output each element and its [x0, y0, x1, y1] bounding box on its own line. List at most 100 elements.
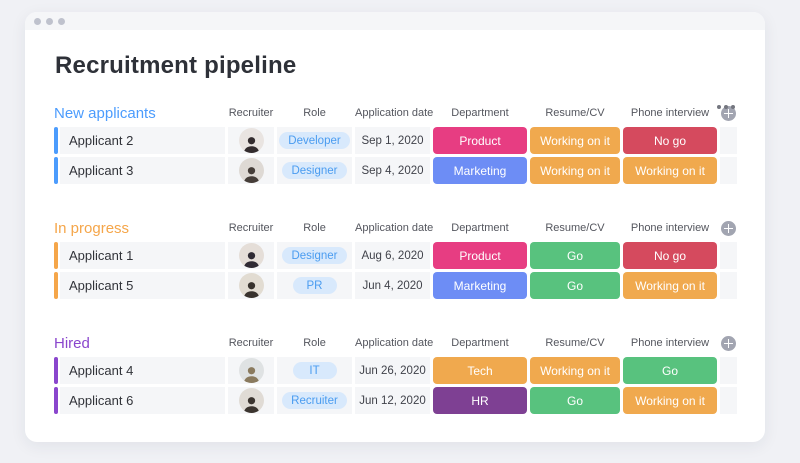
recruiter-cell[interactable]	[228, 127, 274, 154]
row-end-stub	[720, 157, 737, 184]
applicant-name[interactable]: Applicant 1	[60, 242, 225, 269]
recruiter-cell[interactable]	[228, 357, 274, 384]
column-header-resume[interactable]: Resume/CV	[545, 222, 605, 234]
applicant-name[interactable]: Applicant 4	[60, 357, 225, 384]
resume-status[interactable]: Working on it	[530, 127, 620, 154]
avatar	[238, 273, 264, 298]
recruiter-cell[interactable]	[228, 157, 274, 184]
role-cell[interactable]: Designer	[277, 157, 352, 184]
column-header-department[interactable]: Department	[451, 337, 509, 349]
table-row[interactable]: Applicant 2 Developer Sep 1, 2020 Produc…	[54, 127, 739, 154]
phone-interview-status[interactable]: Working on it	[623, 387, 717, 414]
applicant-name[interactable]: Applicant 6	[60, 387, 225, 414]
role-pill: Recruiter	[282, 392, 347, 409]
role-cell[interactable]: Recruiter	[277, 387, 352, 414]
group: In progress Recruiter Role Application d…	[54, 220, 739, 299]
column-header-application-date[interactable]: Application date	[355, 107, 434, 119]
recruiter-cell[interactable]	[228, 272, 274, 299]
person-icon	[243, 367, 259, 383]
column-header-department[interactable]: Department	[451, 107, 509, 119]
table-row[interactable]: Applicant 5 PR Jun 4, 2020 Marketing Go …	[54, 272, 739, 299]
table-row[interactable]: Applicant 3 Designer Sep 4, 2020 Marketi…	[54, 157, 739, 184]
column-header-role[interactable]: Role	[303, 222, 326, 234]
applicant-name[interactable]: Applicant 5	[60, 272, 225, 299]
table-row[interactable]: Applicant 1 Designer Aug 6, 2020 Product…	[54, 242, 739, 269]
department-status[interactable]: Tech	[433, 357, 527, 384]
role-cell[interactable]: Developer	[277, 127, 352, 154]
department-status[interactable]: Product	[433, 242, 527, 269]
resume-cell: Go	[530, 387, 620, 414]
column-header-phone-interview[interactable]: Phone interview	[630, 222, 710, 234]
role-pill: Developer	[279, 132, 350, 149]
phone-interview-status[interactable]: No go	[623, 242, 717, 269]
department-cell: Tech	[433, 357, 527, 384]
window-dot-icon	[58, 17, 65, 25]
group-title[interactable]: New applicants	[54, 104, 156, 122]
department-status[interactable]: Product	[433, 127, 527, 154]
application-date-cell[interactable]: Aug 6, 2020	[355, 242, 430, 269]
avatar	[238, 158, 264, 183]
application-date-cell[interactable]: Jun 26, 2020	[355, 357, 430, 384]
phone-interview-status[interactable]: Go	[623, 357, 717, 384]
table-row[interactable]: Applicant 4 IT Jun 26, 2020 Tech Working…	[54, 357, 739, 384]
role-pill: PR	[292, 277, 337, 294]
avatar	[238, 388, 264, 413]
column-header-application-date[interactable]: Application date	[355, 222, 434, 234]
table-row[interactable]: Applicant 6 Recruiter Jun 12, 2020 HR Go…	[54, 387, 739, 414]
recruiter-cell[interactable]	[228, 242, 274, 269]
add-column-button[interactable]	[721, 335, 736, 351]
department-status[interactable]: Marketing	[433, 157, 527, 184]
resume-status[interactable]: Working on it	[530, 357, 620, 384]
phone-interview-status[interactable]: No go	[623, 127, 717, 154]
role-cell[interactable]: Designer	[277, 242, 352, 269]
column-header-recruiter[interactable]: Recruiter	[228, 107, 274, 119]
applicant-name[interactable]: Applicant 3	[60, 157, 225, 184]
window-dot-icon	[34, 17, 41, 25]
role-pill: Designer	[282, 162, 347, 179]
column-header-phone-interview[interactable]: Phone interview	[630, 107, 710, 119]
column-header-resume[interactable]: Resume/CV	[545, 107, 605, 119]
group: Hired Recruiter Role Application date De…	[54, 335, 739, 414]
column-header-application-date[interactable]: Application date	[355, 337, 434, 349]
group-title[interactable]: Hired	[54, 334, 90, 352]
recruiter-cell[interactable]	[228, 387, 274, 414]
resume-cell: Working on it	[530, 157, 620, 184]
application-date: Jun 12, 2020	[359, 394, 426, 407]
column-header-role[interactable]: Role	[303, 107, 326, 119]
application-date-cell[interactable]: Jun 12, 2020	[355, 387, 430, 414]
phone-interview-status[interactable]: Working on it	[623, 157, 717, 184]
column-header-recruiter[interactable]: Recruiter	[228, 222, 274, 234]
application-date-cell[interactable]: Sep 1, 2020	[355, 127, 430, 154]
resume-status[interactable]: Go	[530, 387, 620, 414]
applicant-name[interactable]: Applicant 2	[60, 127, 225, 154]
column-header-resume[interactable]: Resume/CV	[545, 337, 605, 349]
resume-status[interactable]: Go	[530, 242, 620, 269]
add-column-button[interactable]	[721, 105, 736, 121]
application-date: Aug 6, 2020	[361, 249, 424, 262]
phone-interview-status[interactable]: Working on it	[623, 272, 717, 299]
department-status[interactable]: Marketing	[433, 272, 527, 299]
board-menu-button[interactable]	[715, 100, 737, 114]
avatar	[238, 243, 264, 268]
column-header-department[interactable]: Department	[451, 222, 509, 234]
role-cell[interactable]: PR	[277, 272, 352, 299]
application-date-cell[interactable]: Sep 4, 2020	[355, 157, 430, 184]
window-titlebar	[25, 12, 765, 30]
phone-cell: Working on it	[623, 272, 717, 299]
resume-status[interactable]: Go	[530, 272, 620, 299]
resume-status[interactable]: Working on it	[530, 157, 620, 184]
add-column-button[interactable]	[721, 220, 736, 236]
role-cell[interactable]: IT	[277, 357, 352, 384]
application-date-cell[interactable]: Jun 4, 2020	[355, 272, 430, 299]
column-header-phone-interview[interactable]: Phone interview	[630, 337, 710, 349]
department-cell: HR	[433, 387, 527, 414]
group-color-bar	[54, 127, 58, 154]
column-header-role[interactable]: Role	[303, 337, 326, 349]
row-end-stub	[720, 387, 737, 414]
department-status[interactable]: HR	[433, 387, 527, 414]
column-header-recruiter[interactable]: Recruiter	[228, 337, 274, 349]
group-title[interactable]: In progress	[54, 219, 130, 237]
row-end-stub	[720, 357, 737, 384]
role-pill: IT	[292, 362, 337, 379]
department-cell: Product	[433, 242, 527, 269]
